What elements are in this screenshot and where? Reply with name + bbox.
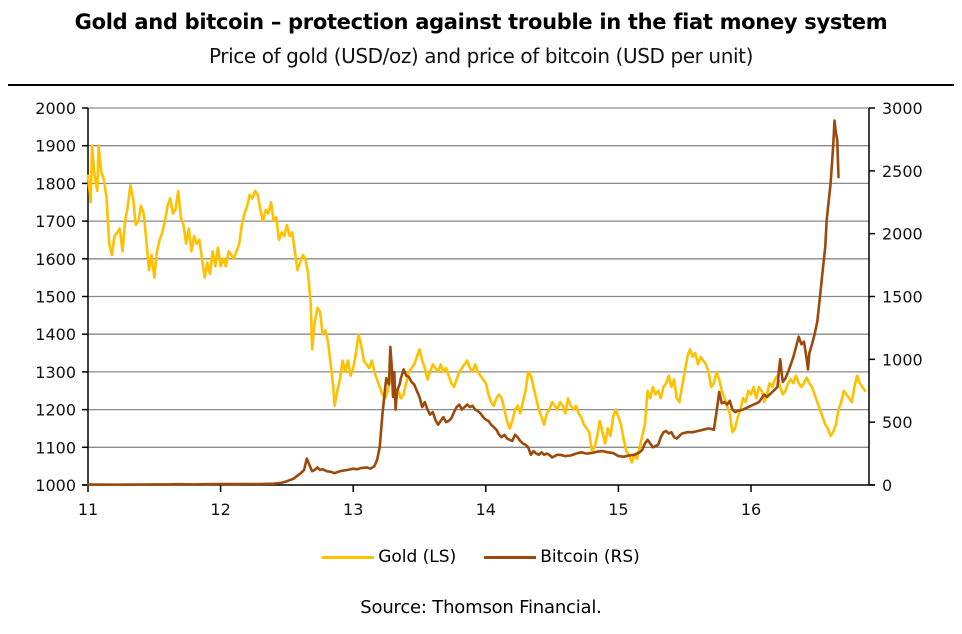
x-tick-label: 13 [343, 500, 363, 519]
left-tick-label: 2000 [35, 99, 76, 118]
x-tick-label: 11 [78, 500, 98, 519]
chart-subtitle: Price of gold (USD/oz) and price of bitc… [209, 44, 753, 68]
tick-labels: 1000 1100 1200 1300 1400 1500 1600 1700 1800 1900… [35, 99, 922, 519]
right-tick-label: 1000 [882, 350, 923, 369]
title-divider [8, 84, 954, 86]
left-tick-label: 1400 [35, 325, 76, 344]
axes [82, 107, 875, 492]
legend-label-bitcoin: Bitcoin (RS) [540, 547, 640, 567]
source-note: Source: Thomson Financial. [360, 597, 602, 618]
gold-price-line [86, 144, 867, 464]
x-tick-label: 16 [741, 500, 761, 519]
legend-swatch-bitcoin [484, 555, 537, 559]
left-tick-label: 1500 [35, 288, 76, 307]
left-tick-label: 1800 [35, 174, 76, 193]
legend-item-bitcoin: Bitcoin (RS) [484, 547, 640, 567]
right-tick-label: 3000 [882, 99, 923, 118]
right-tick-label: 1500 [882, 288, 923, 307]
left-tick-label: 1700 [35, 212, 76, 231]
left-tick-label: 1600 [35, 250, 76, 269]
x-tick-label: 15 [608, 500, 628, 519]
x-tick-label: 14 [476, 500, 496, 519]
line-chart: 1000 1100 1200 1300 1400 1500 1600 1700 1800 1900… [35, 99, 922, 519]
left-tick-label: 1000 [35, 476, 76, 495]
gridlines [88, 107, 869, 448]
right-tick-label: 0 [882, 476, 892, 495]
chart-title: Gold and bitcoin – protection against tr… [74, 10, 888, 34]
right-tick-label: 500 [882, 413, 913, 432]
left-tick-label: 1900 [35, 137, 76, 156]
legend-swatch-gold [322, 555, 375, 559]
left-tick-label: 1100 [35, 438, 76, 457]
left-tick-label: 1200 [35, 401, 76, 420]
legend: Gold (LS) Bitcoin (RS) [0, 547, 962, 567]
bitcoin-price-line [86, 119, 840, 486]
left-tick-label: 1300 [35, 363, 76, 382]
x-tick-label: 12 [210, 500, 230, 519]
legend-item-gold: Gold (LS) [322, 547, 456, 567]
right-tick-label: 2000 [882, 225, 923, 244]
right-tick-label: 2500 [882, 162, 923, 181]
series-lines [86, 119, 867, 486]
legend-label-gold: Gold (LS) [378, 547, 457, 567]
